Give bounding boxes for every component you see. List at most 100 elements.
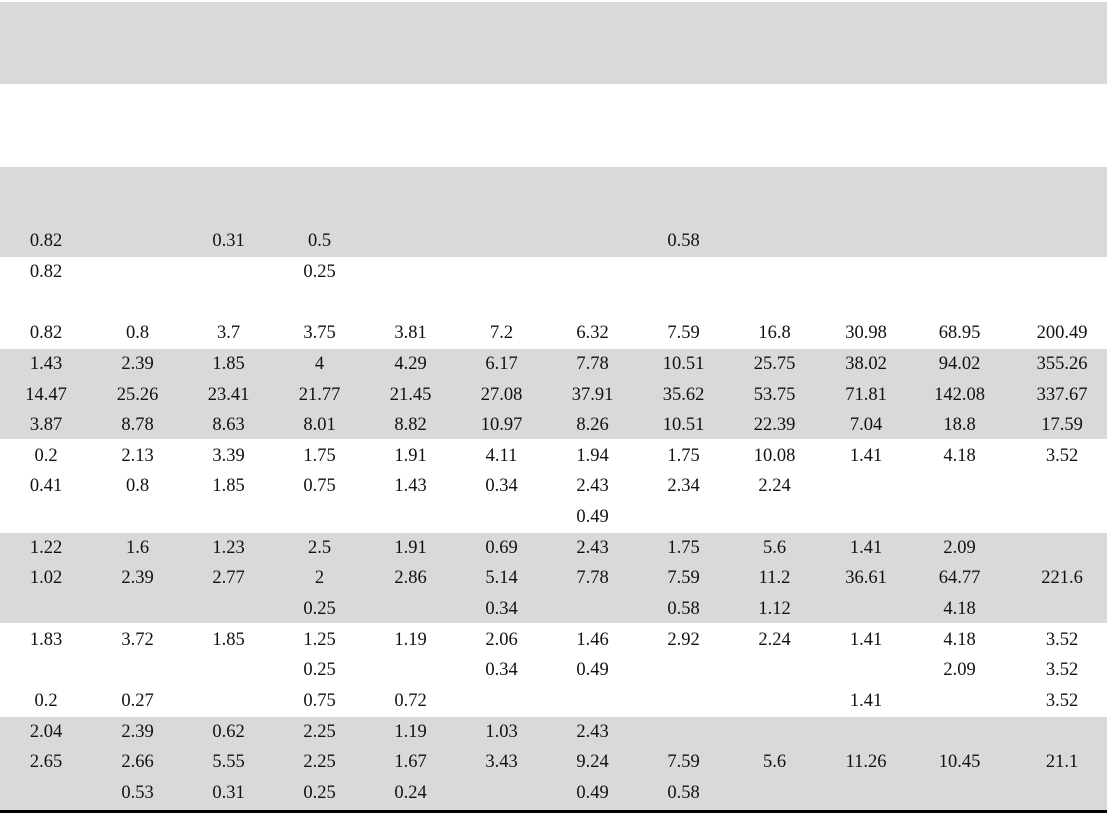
table-cell: 36.61 [845,568,887,589]
table-cell: 142.08 [934,384,985,405]
row-band [0,533,1107,623]
table-cell [183,594,274,625]
table-cell [820,778,912,809]
table-cell: 1.23 [212,537,245,558]
table-cell [1007,287,1107,318]
table-cell: 18.8 [943,415,976,436]
table-cell: 1.12 [758,599,791,619]
table-cell: 1.83 [29,629,63,650]
table-cell: 37.91 [571,384,614,405]
table-row: 1.02 2.39 2.77 2 2.86 5.14 7.78 7.59 11.2 36.61 64… [0,563,1107,594]
table-cell: 3.75 [303,323,336,344]
table-cell: 27.08 [480,384,523,405]
table-cell: 0.82 [29,231,63,252]
table-cell: 1.91 [394,445,427,466]
table-cell: 0.31 [212,231,245,252]
table-row: 2.04 2.39 0.62 2.25 1.19 1.03 2.43 [0,716,1107,747]
table-cell: 2.06 [485,629,518,650]
table-cell: 2.04 [29,721,63,742]
table-cell: 1.02 [29,568,63,589]
table-row [0,287,1107,318]
table-cell: 2.39 [121,568,154,589]
table-cell: 0.31 [212,782,245,803]
table-cell [456,502,547,533]
table-cell: 0.5 [307,231,332,252]
table-cell: 3.52 [1045,445,1079,466]
table-cell: 0.2 [34,445,58,466]
table-cell [456,287,547,318]
table-cell [820,655,912,686]
table-cell [638,686,729,717]
table-cell: 68.95 [938,323,981,344]
table-cell: 10.97 [480,415,523,436]
table-cell: 0.62 [212,721,245,742]
table-cell: 21.1 [1045,752,1079,773]
table-cell: 1.6 [125,537,150,558]
table-cell [92,287,183,318]
table-cell [183,257,274,288]
table-cell: 7.59 [667,323,700,344]
table-cell: 5.55 [212,752,245,773]
table-cell: 3.72 [121,629,154,650]
table-cell: 2.43 [576,537,609,558]
table-cell: 3.39 [212,445,245,466]
table-cell [912,287,1007,318]
table-cell [92,594,183,625]
table-cell: 200.49 [1036,323,1088,344]
table-cell: 11.26 [845,752,887,773]
table-cell [912,686,1007,717]
table-cell [729,287,820,318]
table-cell: 1.25 [303,629,336,650]
table-cell: 4.11 [485,445,518,466]
table-cell [729,778,820,809]
table-cell [456,226,547,257]
table-cell [92,655,183,686]
table-cell: 2 [314,568,325,589]
table-cell: 4.18 [943,629,976,650]
row-band [0,717,1107,810]
table-cell [820,287,912,318]
table-cell [183,502,274,533]
table-cell: 0.34 [485,599,518,619]
table-cell: 8.26 [576,415,609,436]
table-cell [729,502,820,533]
table-bottom-rule [0,810,1107,813]
table-cell: 21.45 [389,384,432,405]
table-cell: 7.2 [489,323,514,344]
table-cell: 2.43 [576,721,609,742]
table-cell: 0.58 [667,599,700,619]
header-band-top [0,2,1107,84]
table-cell: 2.65 [29,752,63,773]
table-row: 14.47 25.26 23.41 21.77 21.45 27.08 37.91 35.62… [0,379,1107,410]
table-cell: 35.62 [662,384,705,405]
table-cell: 0.53 [121,782,154,803]
table-cell: 3.81 [394,323,427,344]
table-cell: 0.72 [394,690,427,711]
table-cell: 4 [314,353,325,374]
table-cell: 0.8 [125,323,150,344]
table-row: 0.82 0.8 3.7 3.75 3.81 7.2 6.32 7.59 16.8 30.98 68… [0,318,1107,349]
table-cell [729,257,820,288]
table-cell [820,471,912,502]
table-cell: 5.14 [485,568,518,589]
table-cell: 1.94 [576,445,609,466]
table-cell: 0.2 [34,690,58,711]
table-cell [1007,226,1107,257]
table-cell: 0.75 [303,690,336,711]
row-band [0,349,1107,439]
table-cell: 23.41 [207,384,250,405]
table-cell: 2.43 [576,476,609,497]
table-cell: 3.87 [29,415,63,436]
table-cell [638,716,729,747]
table-cell: 7.59 [667,752,700,773]
table-cell: 0.75 [303,476,336,497]
table-cell: 0.49 [576,660,609,681]
table-cell: 4.29 [394,353,427,374]
table-cell: 0.69 [485,537,518,558]
table-cell: 3.52 [1045,690,1079,711]
table-row: 0.2 2.13 3.39 1.75 1.91 4.11 1.94 1.75 10.08 1.41… [0,440,1107,471]
table-row: 1.22 1.6 1.23 2.5 1.91 0.69 2.43 1.75 5.6 1.41 2.0… [0,532,1107,563]
table-cell [365,502,456,533]
table-row: 1.83 3.72 1.85 1.25 1.19 2.06 1.46 2.92 2.24 1.41… [0,624,1107,655]
table-cell [1007,502,1107,533]
